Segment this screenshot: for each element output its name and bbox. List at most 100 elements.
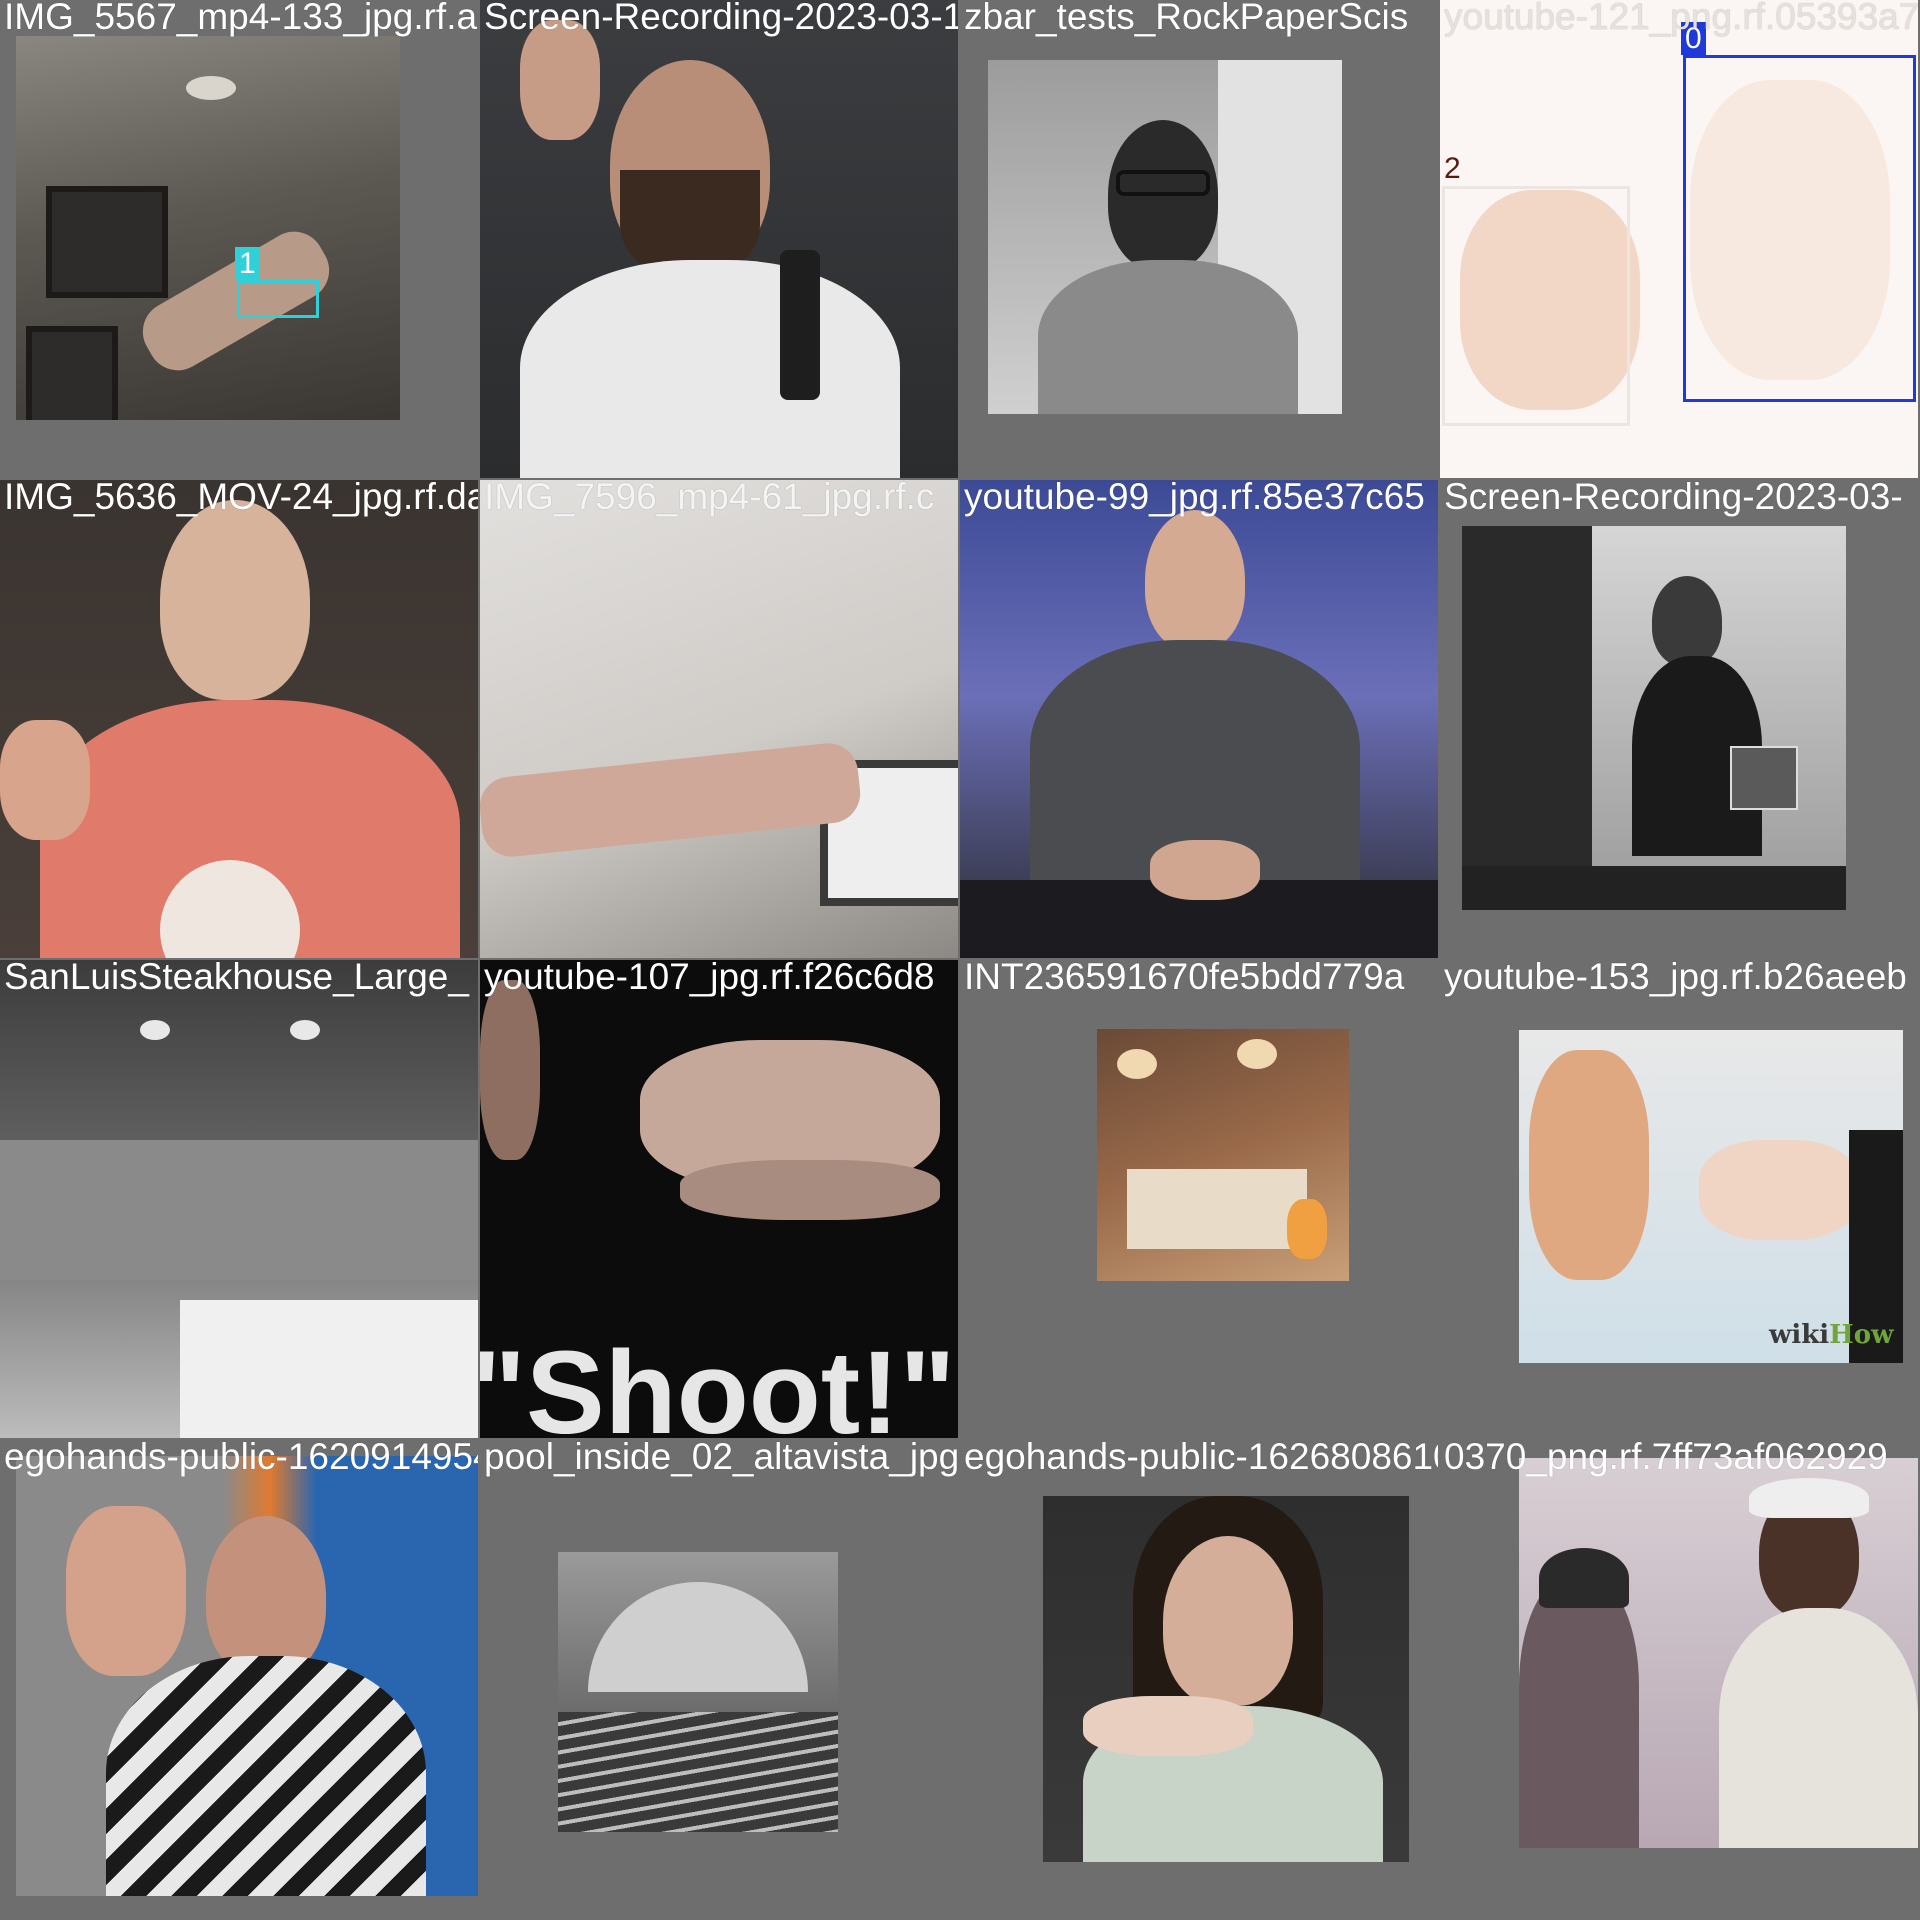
- caption-text: "Shoot!": [480, 1327, 956, 1438]
- wall-frame-2: [26, 326, 118, 420]
- flat-hand: [1083, 1696, 1253, 1756]
- tile-filename: SanLuisSteakhouse_Large_: [4, 960, 469, 997]
- watermark-wiki: wiki: [1769, 1320, 1830, 1350]
- tables: [1127, 1169, 1307, 1249]
- striped-shirt: [106, 1656, 426, 1896]
- fireplace: [1287, 1199, 1327, 1259]
- tile-filename: 0370_png.rf.7ff73af062929: [1444, 1440, 1888, 1477]
- chandelier-2: [1237, 1039, 1277, 1069]
- cap: [1749, 1478, 1869, 1518]
- wall-frame: [820, 760, 958, 906]
- open-palm: [680, 1160, 940, 1220]
- face: [160, 500, 310, 700]
- tile-15: 0 egohands-public-16268086108: [960, 1440, 1438, 1918]
- tile-9: SanLuisSteakhouse_Large_: [0, 960, 478, 1438]
- head: [1652, 576, 1722, 666]
- hand-paper: [1529, 1050, 1649, 1280]
- tile-13-photo: [16, 1456, 478, 1896]
- face: [206, 1516, 326, 1676]
- tile-7: youtube-99_jpg.rf.85e37c65: [960, 480, 1438, 958]
- face: [1163, 1536, 1293, 1706]
- tile-10: "Shoot!" 1 2 youtube-107_jpg.rf.f26c6d8: [480, 960, 958, 1438]
- table-cloth: [180, 1300, 478, 1438]
- tile-8: Screen-Recording-2023-03-: [1440, 480, 1918, 958]
- hand-scissors: [1460, 190, 1640, 410]
- watermark-how: How: [1829, 1320, 1894, 1350]
- tile-filename: zbar_tests_RockPaperScis: [964, 0, 1409, 37]
- tile-5: 1 IMG_5636_MOV-24_jpg.rf.dad: [0, 480, 478, 958]
- class-label: 2: [1444, 152, 1461, 185]
- tile-8-photo: [1462, 526, 1846, 910]
- lamp-2: [290, 1020, 320, 1040]
- tile-2-photo: [480, 0, 958, 478]
- tile-4-photo: [1440, 0, 1918, 478]
- tile-filename: egohands-public-16209149544: [4, 1440, 478, 1477]
- person-left: [1519, 1578, 1639, 1848]
- tile-10-photo: "Shoot!": [480, 960, 958, 1438]
- tile-3: zbar_tests_RockPaperScis: [960, 0, 1438, 478]
- tile-11-photo: [1097, 1029, 1349, 1281]
- tile-14: pool_inside_02_altavista_jpg.rf.3: [480, 1440, 958, 1918]
- glasses: [1116, 170, 1210, 196]
- tile-12-photo: wikiHow: [1519, 1030, 1903, 1363]
- ceiling-light: [186, 76, 236, 100]
- tile-2: Screen-Recording-2023-03-12-at-9-48-1: [480, 0, 958, 478]
- tile-filename: IMG_5636_MOV-24_jpg.rf.dad: [4, 480, 478, 517]
- tile-filename: Screen-Recording-2023-03-12-at-9-48-1: [484, 0, 958, 37]
- tile-5-photo: [0, 480, 478, 958]
- chandelier: [1117, 1049, 1157, 1079]
- tile-3-photo: [988, 60, 1342, 414]
- detection-box: [237, 280, 319, 318]
- arm-fist: [480, 740, 864, 860]
- tile-14-photo: [558, 1552, 838, 1832]
- beanie: [1539, 1548, 1629, 1608]
- tables: [0, 1140, 478, 1280]
- tile-filename: youtube-99_jpg.rf.85e37c65: [964, 480, 1425, 517]
- hoodie: [1719, 1608, 1918, 1848]
- foliage-wall: [1462, 526, 1592, 910]
- tile-1-photo: [16, 36, 400, 420]
- face: [1145, 510, 1245, 650]
- player-controls: [1462, 866, 1846, 910]
- tile-filename: youtube-121_png.rf.05393a7: [1444, 0, 1918, 37]
- dark-sleeve: [1849, 1130, 1903, 1363]
- lamp: [140, 1020, 170, 1040]
- microphone: [780, 250, 820, 400]
- tile-4: 0 2 youtube-121_png.rf.05393a7: [1440, 0, 1918, 478]
- hand-scissors: [1699, 1140, 1859, 1240]
- hoodie: [1038, 260, 1298, 414]
- shirt: [520, 260, 900, 478]
- fist: [480, 980, 540, 1160]
- fist: [0, 720, 90, 840]
- wall-frame: [46, 186, 168, 298]
- wikihow-watermark: wikiHow: [1769, 1320, 1893, 1350]
- tile-11: INT236591670fe5bdd779a: [960, 960, 1438, 1438]
- tile-13: 2 egohands-public-16209149544: [0, 1440, 478, 1918]
- clasped-hands: [1150, 840, 1260, 900]
- tile-filename: Screen-Recording-2023-03-: [1444, 480, 1903, 517]
- tile-filename: pool_inside_02_altavista_jpg.rf.3: [484, 1440, 958, 1477]
- tile-16-photo: [1519, 1458, 1918, 1848]
- hand-scissors: [66, 1506, 186, 1676]
- tile-filename: IMG_5567_mp4-133_jpg.rf.a5f964f9e02fe7f: [4, 0, 478, 37]
- tile-9-photo: [0, 960, 478, 1438]
- tile-filename: egohands-public-16268086108: [964, 1440, 1438, 1477]
- tile-6: 1 IMG_7596_mp4-61_jpg.rf.c: [480, 480, 958, 958]
- raised-hand: [520, 20, 600, 140]
- tile-6-photo: [480, 480, 958, 958]
- tile-12: wikiHow 0 2 youtube-153_jpg.rf.b26aeeb: [1440, 960, 1918, 1438]
- dome-roof: [588, 1582, 808, 1692]
- tile-15-photo: [1043, 1496, 1409, 1862]
- detection-box: [1442, 186, 1630, 426]
- tile-1: 1 IMG_5567_mp4-133_jpg.rf.a5f964f9e02fe7…: [0, 0, 478, 478]
- tile-filename: IMG_7596_mp4-61_jpg.rf.c: [484, 480, 935, 517]
- tile-filename: INT236591670fe5bdd779a: [964, 960, 1405, 997]
- class-label: 1: [235, 247, 260, 280]
- pool-lanes: [558, 1712, 838, 1832]
- hand-paper: [1690, 80, 1890, 380]
- tile-16: 1 0 0370_png.rf.7ff73af062929: [1440, 1440, 1918, 1918]
- inset-video: [1730, 746, 1798, 810]
- detection-box: [1683, 55, 1916, 402]
- tile-filename: youtube-107_jpg.rf.f26c6d8: [484, 960, 935, 997]
